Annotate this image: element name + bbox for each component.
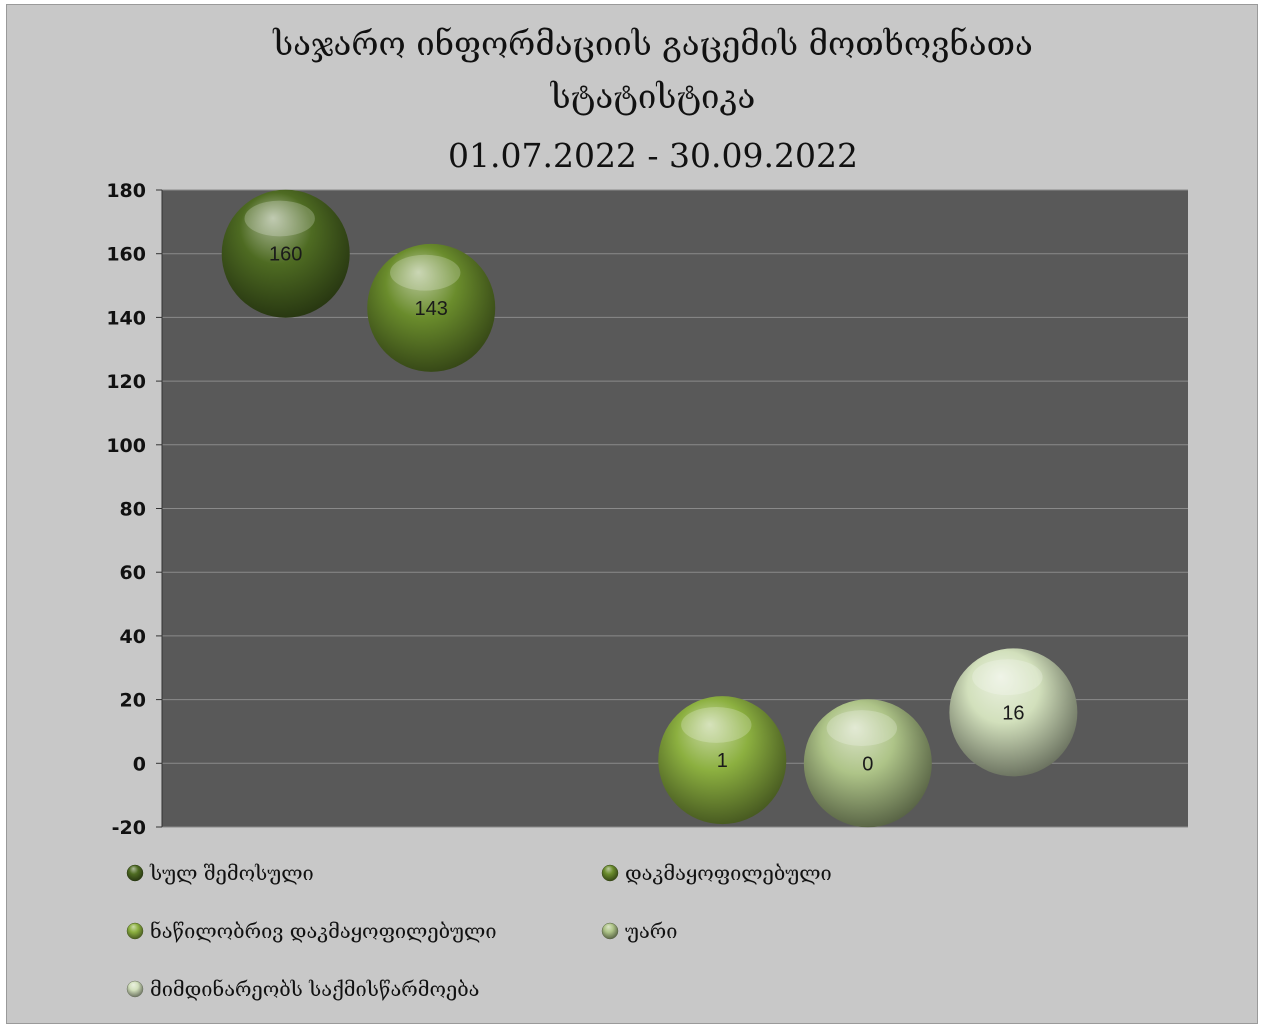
data-label: 0 xyxy=(862,753,873,775)
legend-label: ნაწილობრივ დაკმაყოფილებული xyxy=(150,919,497,943)
y-tick-label: 20 xyxy=(120,690,146,712)
y-tick-label: 140 xyxy=(106,307,146,329)
bubble-point xyxy=(367,243,496,372)
bubble-point xyxy=(658,696,787,825)
y-tick-label: 180 xyxy=(106,180,146,202)
data-label: 160 xyxy=(269,244,302,266)
bubble-point xyxy=(803,699,932,828)
legend-label: სულ შემოსული xyxy=(149,861,314,885)
chart-frame: საჯარო ინფორმაციის გაცემის მოთხოვნათა სტ… xyxy=(6,4,1258,1024)
bubble-point xyxy=(221,189,350,318)
chart-svg: საჯარო ინფორმაციის გაცემის მოთხოვნათა სტ… xyxy=(106,24,1188,1001)
bubble-point xyxy=(949,648,1078,777)
y-tick-label: 0 xyxy=(133,753,146,775)
bubble-highlight xyxy=(681,706,752,743)
chart-title: საჯარო ინფორმაციის გაცემის მოთხოვნათა სტ… xyxy=(272,24,1033,175)
y-tick-label: 100 xyxy=(106,435,146,457)
legend-label: დაკმაყოფილებული xyxy=(625,861,832,885)
legend-marker xyxy=(126,864,144,882)
data-label: 16 xyxy=(1002,702,1024,724)
chart-title-line-1: საჯარო ინფორმაციის გაცემის მოთხოვნათა xyxy=(272,24,1033,63)
data-label: 1 xyxy=(717,750,728,772)
y-tick-label: 120 xyxy=(106,371,146,393)
legend-label: მიმდინარეობს საქმისწარმოება xyxy=(150,977,479,1001)
chart-title-line-2: სტატისტიკა xyxy=(550,77,756,116)
legend-marker xyxy=(126,980,144,998)
y-tick-label: 40 xyxy=(120,626,146,648)
legend-marker xyxy=(126,922,144,940)
bubble-highlight xyxy=(244,200,315,237)
bubble-highlight xyxy=(826,710,898,747)
legend-label: უარი xyxy=(625,919,677,943)
y-tick-label: 160 xyxy=(106,244,146,266)
data-label: 143 xyxy=(415,298,448,320)
y-tick-label: 80 xyxy=(120,499,146,521)
bubble-highlight xyxy=(390,254,461,291)
legend: სულ შემოსული დაკმაყოფილებული ნაწილობრივ და… xyxy=(126,861,832,1001)
bubbles: 160 143 1 0 16 xyxy=(221,189,1078,828)
y-tick-label: -20 xyxy=(112,817,146,839)
legend-marker xyxy=(601,864,619,882)
chart-title-line-3: 01.07.2022 - 30.09.2022 xyxy=(448,136,858,175)
y-axis: 180 160 140 120 100 80 60 40 20 0 -20 xyxy=(106,180,163,839)
bubble-highlight xyxy=(972,659,1043,696)
legend-marker xyxy=(601,922,619,940)
y-tick-label: 60 xyxy=(120,562,146,584)
